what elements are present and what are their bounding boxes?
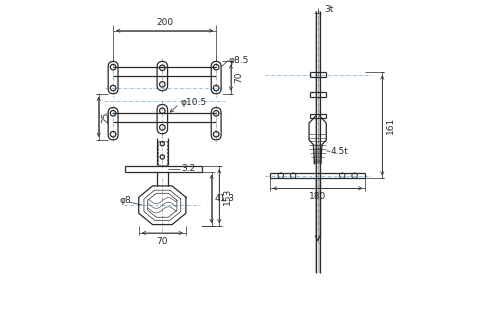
Text: 161: 161 xyxy=(386,117,395,134)
Text: 4.5t: 4.5t xyxy=(331,147,349,156)
Text: 3t: 3t xyxy=(324,6,334,15)
Text: 3.2: 3.2 xyxy=(181,164,195,173)
Text: φ8.5: φ8.5 xyxy=(228,56,249,65)
Text: 180: 180 xyxy=(309,192,326,201)
Text: 70: 70 xyxy=(234,72,243,83)
Text: 41.3: 41.3 xyxy=(214,194,234,203)
Text: φ10.5: φ10.5 xyxy=(180,98,206,107)
Text: 153: 153 xyxy=(223,188,232,205)
Text: 25: 25 xyxy=(102,111,110,122)
Text: 200: 200 xyxy=(156,18,173,27)
Text: 70: 70 xyxy=(156,237,168,246)
Text: φ8: φ8 xyxy=(120,196,132,205)
